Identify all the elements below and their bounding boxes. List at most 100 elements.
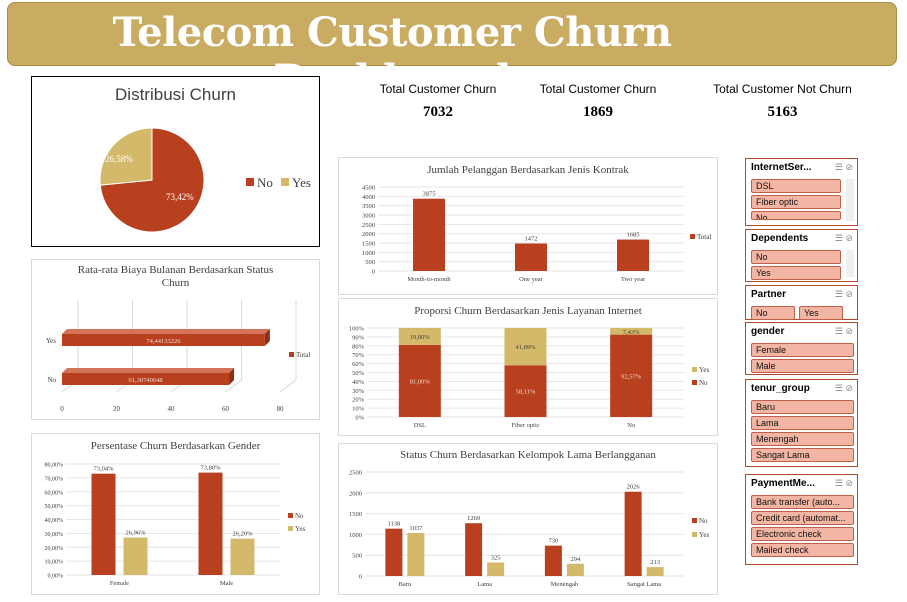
pie-chart-panel[interactable]: Distribusi Churn 73,42% 26,58% No Yes: [31, 76, 320, 247]
gender-chart-title: Persentase Churn Berdasarkan Gender: [90, 440, 261, 452]
internet-chart-title: Proporsi Churn Berdasarkan Jenis Layanan…: [414, 305, 642, 317]
legend-swatch-no: [288, 513, 293, 518]
slicer-item-male[interactable]: Male: [751, 359, 854, 373]
legend-label-yes: Yes: [292, 175, 311, 190]
internet-chart-panel[interactable]: Proporsi Churn Berdasarkan Jenis Layanan…: [338, 298, 718, 436]
slicer-header: Partner ☰ ⊘: [746, 286, 857, 304]
bar-side-no: [229, 368, 235, 385]
bar-sangat-lama-yes: [646, 567, 664, 576]
monthly-charges-chart-panel[interactable]: Rata-rata Biaya Bulanan Berdasarkan Stat…: [31, 259, 320, 420]
slicer-dependents[interactable]: Dependents ☰ ⊘ No Yes: [745, 229, 858, 282]
tenure-chart-title: Status Churn Berdasarkan Kelompok Lama B…: [400, 449, 656, 461]
legend-swatch-total: [289, 352, 294, 357]
slicer-tenure-group[interactable]: tenur_group ☰ ⊘ Baru Lama Menengah Sangat…: [745, 379, 858, 467]
bar-menengah-yes: [566, 563, 584, 576]
legend-label-yes: Yes: [699, 531, 709, 539]
x-tick-label: Female: [110, 580, 129, 587]
y-tick-label: 1500: [349, 511, 362, 518]
filter-icons[interactable]: ☰ ⊘: [834, 478, 853, 488]
legend-swatch-no: [692, 518, 697, 523]
data-label: 19,00%: [410, 334, 431, 341]
data-label: 61,30740648: [128, 377, 162, 384]
legend-label-no: No: [257, 175, 273, 190]
slicer-partner[interactable]: Partner ☰ ⊘ No Yes: [745, 285, 858, 320]
bar-baru-yes: [407, 532, 425, 576]
data-label: 58,11%: [516, 389, 536, 396]
bar-side-yes: [264, 329, 270, 346]
slicer-item-female[interactable]: Female: [751, 343, 854, 357]
y-tick-label: 20%: [352, 397, 365, 404]
slicer-item-credit-card[interactable]: Credit card (automat...: [751, 511, 854, 525]
data-label: 1138: [387, 521, 400, 528]
slicer-item-lama[interactable]: Lama: [751, 416, 854, 430]
slicer-item-dsl[interactable]: DSL: [751, 179, 841, 193]
filter-icons[interactable]: ☰ ⊘: [834, 383, 853, 393]
legend-label-total: Total: [296, 351, 310, 359]
bar-lama-yes: [487, 562, 505, 576]
y-tick-label: 500: [352, 553, 362, 560]
slicer-internet-service[interactable]: InternetSer... ☰ ⊘ DSL Fiber optic No: [745, 158, 858, 226]
slicer-scrollbar[interactable]: [846, 250, 854, 277]
filter-icons[interactable]: ☰ ⊘: [834, 162, 853, 172]
data-label: 81,00%: [410, 378, 431, 385]
y-tick-label: 1000: [362, 250, 375, 257]
y-tick-label: 30%: [352, 388, 365, 395]
slicer-item-baru[interactable]: Baru: [751, 400, 854, 414]
y-tick-label: 2500: [362, 222, 375, 229]
pie-title: Distribusi Churn: [115, 85, 236, 104]
x-tick-label: Sangat Lama: [627, 581, 661, 588]
bar-dsl-yes: [398, 328, 441, 345]
filter-icons[interactable]: ☰ ⊘: [834, 326, 853, 336]
contract-chart-panel[interactable]: Jumlah Pelanggan Berdasarkan Jenis Kontr…: [338, 157, 718, 295]
bar-month-to-month-total: [413, 198, 445, 271]
gender-chart-panel[interactable]: Persentase Churn Berdasarkan Gender No Y…: [31, 433, 320, 595]
x-tick-label: Baru: [399, 581, 412, 588]
data-label: 41,89%: [515, 344, 536, 351]
slicer-item-yes[interactable]: Yes: [751, 266, 841, 280]
data-label: 7,43%: [623, 329, 640, 336]
y-tick-label: 50%: [352, 370, 365, 377]
kpi-value: 5163: [767, 104, 798, 120]
slicer-item-sangat-lama[interactable]: Sangat Lama: [751, 448, 854, 462]
slicer-item-electronic-check[interactable]: Electronic check: [751, 527, 854, 541]
kpi-churn: Total Customer Churn 1869: [528, 82, 668, 121]
slicer-gender[interactable]: gender ☰ ⊘ Female Male: [745, 322, 858, 375]
slicer-header: PaymentMe... ☰ ⊘: [746, 475, 857, 493]
bar-male-no: [198, 472, 223, 575]
tenure-chart: No Yes 0 500 1000 1500 2000 2500 1138 1037 Baru 1…: [349, 470, 709, 589]
dashboard-title: Telecom Customer Churn Dashboard: [112, 9, 672, 103]
slicer-title: tenur_group: [751, 383, 810, 394]
monthly-chart-title-line1: Rata-rata Biaya Bulanan Berdasarkan Stat…: [77, 264, 274, 276]
slicer-item-yes[interactable]: Yes: [799, 306, 843, 320]
bar-female-yes: [123, 537, 148, 575]
filter-icons[interactable]: ☰ ⊘: [834, 233, 853, 243]
bar-no-no: [610, 334, 653, 417]
slicer-payment-method[interactable]: PaymentMe... ☰ ⊘ Bank transfer (auto... C…: [745, 474, 858, 565]
slicer-item-menengah[interactable]: Menengah: [751, 432, 854, 446]
legend-swatch-yes: [281, 178, 289, 186]
x-tick-label: No: [627, 422, 635, 429]
slicer-item-no[interactable]: No: [751, 250, 841, 264]
slicer-item-fiber-optic[interactable]: Fiber optic: [751, 195, 841, 209]
slicer-item-no[interactable]: No: [751, 211, 841, 220]
slicer-title: Partner: [751, 289, 787, 300]
slicer-item-no[interactable]: No: [751, 306, 795, 320]
bar-no: [62, 373, 230, 385]
slicer-item-mailed-check[interactable]: Mailed check: [751, 543, 854, 557]
slicer-scrollbar[interactable]: [846, 179, 854, 221]
data-label: 294: [571, 556, 582, 563]
bar-dsl-no: [398, 344, 441, 417]
monthly-chart-title-line2: Churn: [161, 277, 190, 289]
filter-icons[interactable]: ☰ ⊘: [834, 289, 853, 299]
slicer-title: InternetSer...: [751, 162, 812, 173]
data-label: 73,80%: [200, 465, 221, 472]
tenure-chart-panel[interactable]: Status Churn Berdasarkan Kelompok Lama B…: [338, 443, 718, 595]
gender-chart: No Yes 0,00% 10,00% 20,00% 30,00% 40,00% 50,0…: [45, 463, 306, 588]
legend-label-yes: Yes: [295, 525, 305, 533]
slicer-item-bank-transfer[interactable]: Bank transfer (auto...: [751, 495, 854, 509]
y-tick-label: 3500: [362, 203, 375, 210]
y-tick-label: 1500: [362, 241, 375, 248]
legend-swatch-no: [692, 380, 697, 385]
y-tick-label: 60%: [352, 361, 365, 368]
data-label: 1269: [467, 515, 480, 522]
